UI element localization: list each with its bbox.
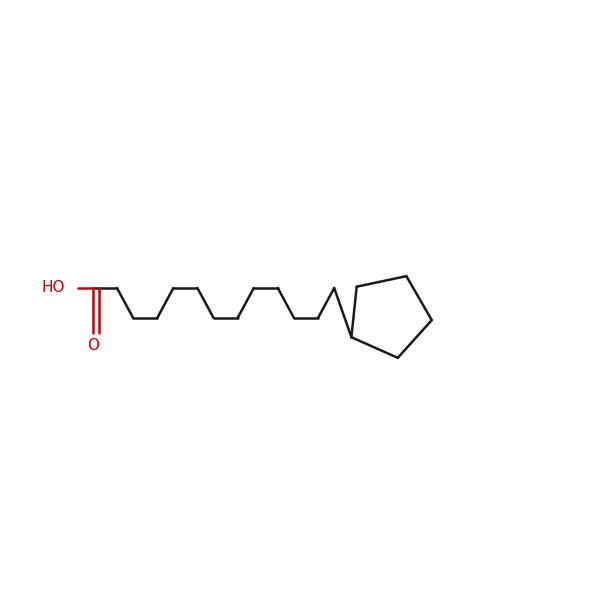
- Text: HO: HO: [41, 280, 65, 295]
- Text: O: O: [87, 338, 99, 353]
